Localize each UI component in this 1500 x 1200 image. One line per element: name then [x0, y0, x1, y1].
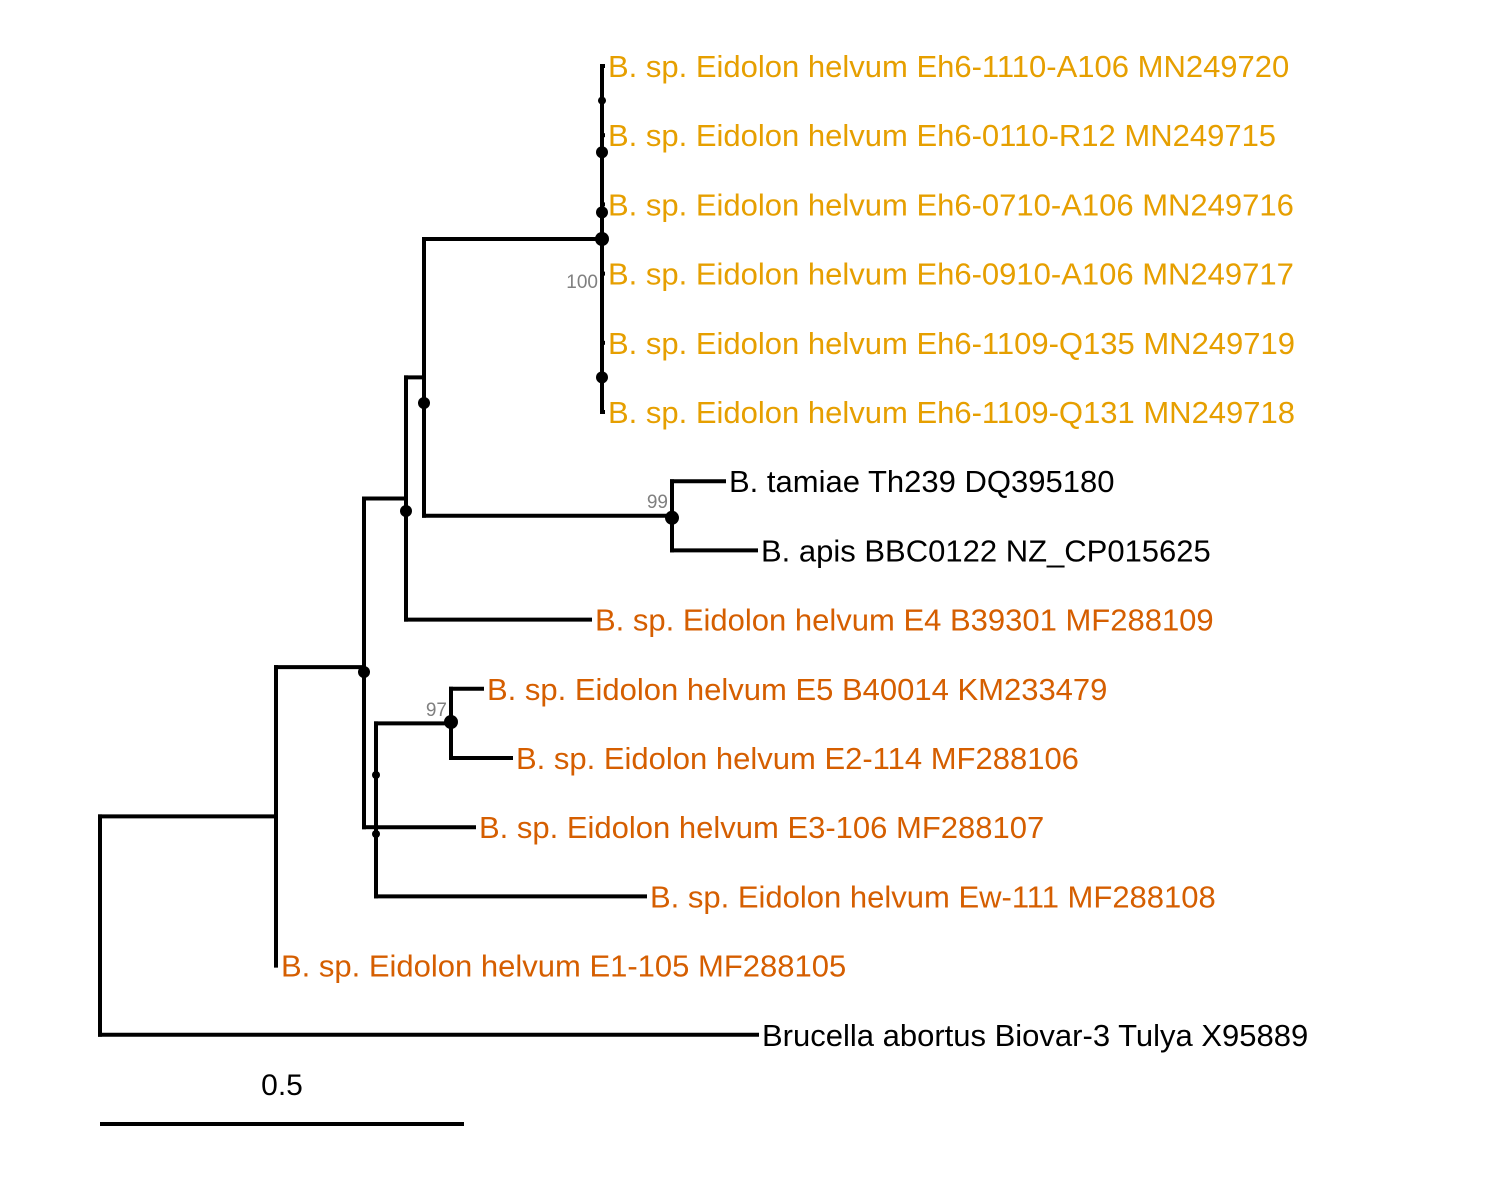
tip-label-mn715: B. sp. Eidolon helvum Eh6-0110-R12 MN249…	[608, 118, 1276, 153]
support-value-mn_clade: 100	[566, 272, 598, 293]
support-value-e5_e2: 97	[426, 700, 447, 721]
tip-label-mn720: B. sp. Eidolon helvum Eh6-1110-A106 MN24…	[608, 49, 1289, 84]
node-e5-e2	[444, 715, 458, 729]
tip-label-tamiae: B. tamiae Th239 DQ395180	[729, 464, 1114, 499]
node-mn-sub	[596, 206, 608, 219]
tip-labels: B. sp. Eidolon helvum Eh6-1110-A106 MN24…	[281, 49, 1308, 1053]
tip-label-e4: B. sp. Eidolon helvum E4 B39301 MF288109	[595, 603, 1214, 638]
tree-branches	[98, 64, 759, 1037]
tree-nodes	[358, 96, 679, 838]
tip-label-mn716: B. sp. Eidolon helvum Eh6-0710-A106 MN24…	[608, 187, 1294, 222]
node-n2	[358, 666, 370, 678]
tip-label-mn717: B. sp. Eidolon helvum Eh6-0910-A106 MN24…	[608, 257, 1294, 292]
tip-label-mn718: B. sp. Eidolon helvum Eh6-1109-Q131 MN24…	[608, 395, 1295, 430]
node-mn-sub	[596, 146, 608, 159]
tip-label-e2: B. sp. Eidolon helvum E2-114 MF288106	[516, 741, 1079, 776]
node-mn-sub	[598, 96, 606, 105]
tip-label-apis: B. apis BBC0122 NZ_CP015625	[761, 533, 1211, 568]
node-n3	[400, 505, 412, 517]
node-n4	[418, 397, 430, 409]
tip-label-e5: B. sp. Eidolon helvum E5 B40014 KM233479	[487, 672, 1107, 707]
tip-label-e1: B. sp. Eidolon helvum E1-105 MF288105	[281, 949, 846, 984]
tip-label-brucella: Brucella abortus Biovar-3 Tulya X95889	[762, 1018, 1308, 1053]
tip-label-e3: B. sp. Eidolon helvum E3-106 MF288107	[479, 810, 1044, 845]
node-mn-sub	[596, 371, 608, 384]
node-ea	[372, 771, 380, 779]
node-mn-clade	[595, 232, 609, 246]
node-tamiae-apis	[665, 510, 679, 525]
tip-label-ew: B. sp. Eidolon helvum Ew-111 MF288108	[650, 879, 1216, 914]
tip-label-mn719: B. sp. Eidolon helvum Eh6-1109-Q135 MN24…	[608, 326, 1295, 361]
support-value-tamiae_apis: 99	[647, 492, 668, 513]
node-eb	[372, 830, 380, 838]
scale-bar: 0.5	[100, 1069, 464, 1126]
support-values: 100 99 97	[426, 272, 668, 721]
scale-bar-label: 0.5	[261, 1069, 303, 1102]
